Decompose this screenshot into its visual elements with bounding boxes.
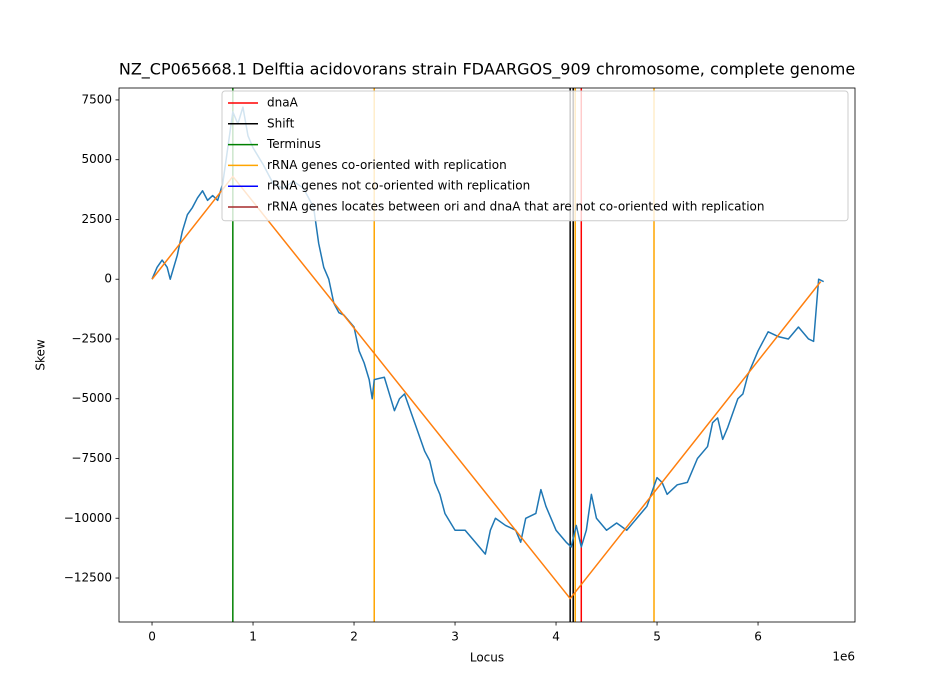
y-tick-label: 2500 bbox=[81, 212, 112, 226]
y-tick-label: −5000 bbox=[71, 391, 112, 405]
axes-frame bbox=[118, 87, 856, 623]
legend-label: rRNA genes not co-oriented with replicat… bbox=[267, 179, 530, 193]
y-tick-label: −10000 bbox=[64, 511, 112, 525]
y-tick-label: 7500 bbox=[81, 92, 112, 106]
legend-label: rRNA genes co-oriented with replication bbox=[267, 158, 507, 172]
legend-label: Terminus bbox=[266, 137, 321, 151]
y-tick-label: −12500 bbox=[64, 571, 112, 585]
y-tick-label: −2500 bbox=[71, 331, 112, 345]
x-tick-label: 0 bbox=[148, 630, 156, 644]
legend-label: dnaA bbox=[267, 96, 299, 110]
y-tick-label: 0 bbox=[104, 272, 112, 286]
x-axis-label: Locus bbox=[470, 651, 504, 665]
legend-box bbox=[221, 90, 849, 222]
x-tick-label: 4 bbox=[552, 630, 560, 644]
x-tick-label: 3 bbox=[451, 630, 459, 644]
y-axis-label: Skew bbox=[34, 339, 48, 371]
x-tick-label: 1 bbox=[249, 630, 257, 644]
legend-label: rRNA genes locates between ori and dnaA … bbox=[267, 200, 764, 214]
chart-title: NZ_CP065668.1 Delftia acidovorans strain… bbox=[119, 60, 855, 80]
y-tick-label: 5000 bbox=[81, 152, 112, 166]
x-tick-label: 6 bbox=[754, 630, 762, 644]
x-offset-label: 1e6 bbox=[832, 650, 855, 664]
y-tick-label: −7500 bbox=[71, 451, 112, 465]
x-tick-label: 5 bbox=[653, 630, 661, 644]
x-tick-label: 2 bbox=[350, 630, 358, 644]
data-line bbox=[151, 175, 822, 600]
legend-label: Shift bbox=[267, 116, 295, 130]
